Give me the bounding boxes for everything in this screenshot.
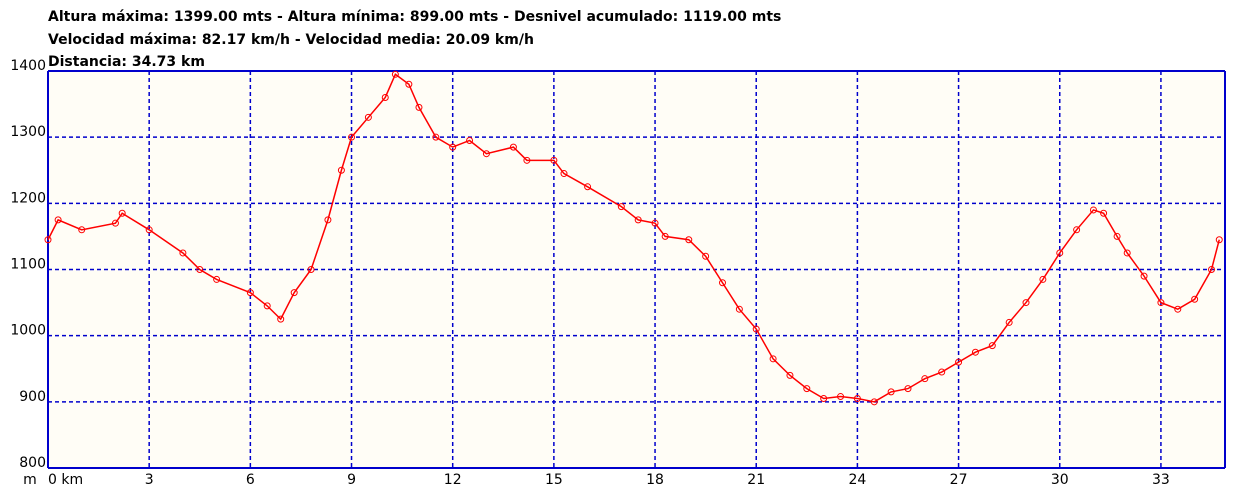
point: [263, 302, 271, 310]
point: [44, 236, 52, 244]
chart-title: Distancia: 34.73 km: [48, 54, 205, 70]
point: [1174, 305, 1182, 313]
point: [971, 348, 979, 356]
point: [290, 289, 298, 297]
chart-title: Altura máxima: 1399.00 mts - Altura míni…: [48, 9, 781, 25]
point: [634, 216, 642, 224]
point: [391, 70, 399, 78]
point: [735, 305, 743, 313]
point: [1089, 206, 1097, 214]
point: [405, 80, 413, 88]
point: [870, 398, 878, 406]
point: [651, 219, 659, 227]
point: [324, 216, 332, 224]
x-tick-label: 9: [347, 472, 356, 488]
point: [769, 355, 777, 363]
point: [1208, 266, 1216, 273]
x-tick-label: 21: [747, 472, 765, 488]
y-tick-label: 1400: [10, 58, 46, 74]
point: [1005, 318, 1013, 326]
point: [921, 375, 929, 383]
point: [904, 385, 912, 393]
point: [938, 368, 946, 376]
point: [1140, 272, 1148, 280]
point: [277, 315, 285, 323]
point: [988, 342, 996, 350]
line: [47, 73, 1220, 403]
point: [887, 388, 895, 396]
chart-title: Velocidad máxima: 82.17 km/h - Velocidad…: [48, 32, 534, 48]
point: [837, 393, 845, 401]
point: [179, 249, 187, 257]
x-tick-label: 33: [1152, 472, 1170, 488]
point: [337, 166, 345, 174]
point: [685, 236, 693, 244]
point: [509, 143, 517, 151]
point: [1039, 275, 1047, 283]
point: [1056, 249, 1064, 257]
point: [1073, 226, 1081, 234]
point: [1215, 236, 1223, 244]
point: [1100, 209, 1108, 217]
y-tick-label: 1100: [10, 257, 46, 273]
x-tick-label: 3: [145, 472, 154, 488]
point: [523, 156, 531, 164]
point: [54, 216, 62, 224]
point: [718, 279, 726, 287]
y-tick-label: 900: [19, 389, 46, 405]
point: [213, 275, 221, 283]
x-tick-label: 6: [246, 472, 255, 488]
point: [661, 232, 669, 240]
point: [466, 136, 474, 144]
point: [78, 226, 86, 234]
point: [550, 156, 558, 164]
point: [364, 113, 372, 121]
point: [853, 395, 861, 403]
point: [560, 170, 568, 178]
x-tick-label: 18: [646, 472, 664, 488]
point: [118, 209, 126, 217]
point: [820, 395, 828, 403]
point: [1113, 232, 1121, 240]
y-tick-label: 1300: [10, 124, 46, 140]
point: [482, 150, 490, 158]
point: [246, 289, 254, 297]
point: [1191, 295, 1199, 303]
point: [702, 252, 710, 260]
point: [617, 203, 625, 211]
point: [584, 183, 592, 191]
point: [449, 143, 457, 151]
y-unit: m: [23, 472, 37, 488]
point: [111, 219, 119, 227]
point: [803, 385, 811, 393]
point: [415, 103, 423, 111]
x-tick-label: 15: [545, 472, 563, 488]
x-tick-label: 27: [950, 472, 968, 488]
point: [196, 266, 204, 273]
point: [145, 226, 153, 234]
x-tick-label: 0 km: [48, 472, 83, 488]
point: [955, 358, 963, 366]
y-tick-label: 800: [19, 455, 46, 471]
point: [381, 93, 389, 101]
point: [752, 325, 760, 333]
point: [432, 133, 440, 141]
x-tick-label: 24: [848, 472, 866, 488]
point: [348, 133, 356, 141]
point: [1022, 299, 1030, 307]
point: [307, 266, 315, 273]
point: [1157, 299, 1165, 307]
point: [1123, 249, 1131, 257]
x-tick-label: 30: [1051, 472, 1069, 488]
y-tick-label: 1200: [10, 190, 46, 206]
point: [786, 371, 794, 379]
x-tick-label: 12: [444, 472, 462, 488]
y-tick-label: 1000: [10, 323, 46, 339]
